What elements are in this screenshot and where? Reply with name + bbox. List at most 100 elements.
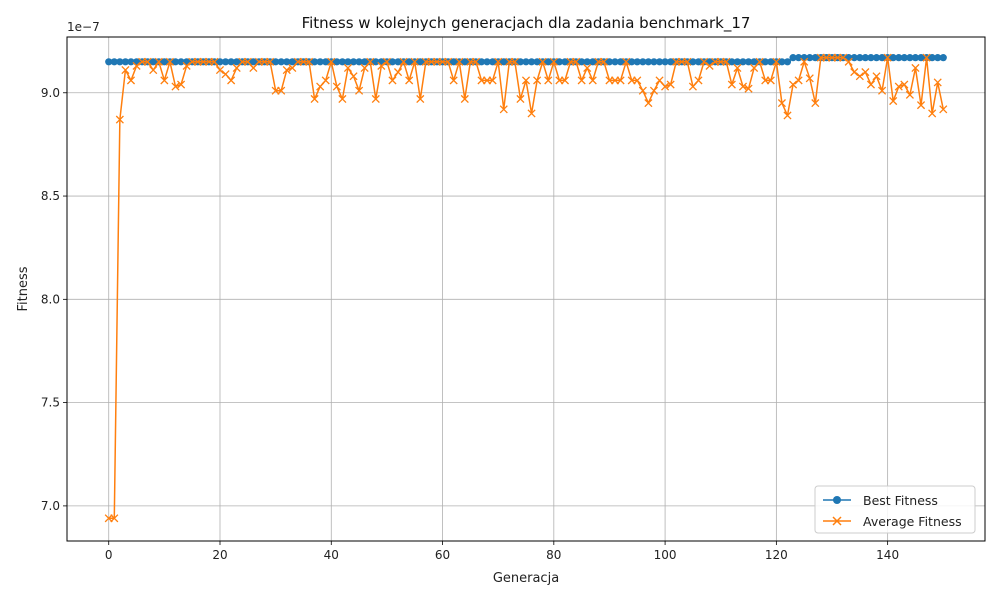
average-fitness-point [160,76,169,85]
average-fitness-point [788,80,798,89]
y-tick-label: 9.0 [41,86,60,100]
x-tick-label: 140 [876,548,899,562]
best-fitness-point [655,58,664,66]
y-axis-label: Fitness [16,266,31,311]
best-fitness-point [322,58,330,66]
average-fitness-point [633,76,642,85]
best-fitness-point [616,58,625,66]
best-fitness-point [661,58,669,66]
average-fitness-point [215,65,225,75]
average-fitness-point [649,86,659,95]
average-fitness-point [266,57,275,66]
legend: Best Fitness Average Fitness [814,485,976,534]
best-fitness-point [171,58,180,66]
average-fitness-point [544,76,553,85]
average-fitness-point [332,82,341,91]
best-fitness-point [744,58,753,66]
average-fitness-point [126,76,136,85]
best-fitness-point [272,58,280,66]
best-fitness-point [288,58,296,66]
legend-best-marker [833,496,841,504]
average-fitness-point [310,94,319,104]
best-fitness-point [889,54,897,62]
average-fitness-point [399,57,408,66]
best-fitness-point [739,58,747,66]
best-fitness-point [628,58,636,66]
legend-box [814,485,976,534]
average-fitness-point [382,57,391,66]
average-fitness-point [510,57,519,66]
average-fitness-point [622,57,631,66]
average-fitness-point [883,53,892,62]
legend-best-label: Best Fitness [863,493,938,508]
average-fitness-point [210,57,219,66]
y-tick-label: 7.0 [41,499,60,513]
average-fitness-point [304,57,314,66]
average-fitness-point [227,76,236,85]
best-fitness-point [361,58,369,66]
best-fitness-point [116,58,124,66]
average-fitness-point [644,99,653,108]
best-fitness-point [316,58,324,66]
average-fitness-point [132,61,141,70]
average-fitness-point [549,57,558,66]
average-fitness-point [577,76,586,85]
average-fitness-point [349,72,358,81]
x-axis-label: Generacja [493,571,559,586]
average-fitness-point [516,94,525,104]
chart-title: Fitness w kolejnych generacjach dla zada… [302,14,751,33]
best-fitness-point [249,58,257,66]
average-fitness-point [878,86,887,95]
average-fitness-point [727,80,736,89]
average-fitness-point [355,86,364,95]
x-tick-label: 120 [765,548,788,562]
average-fitness-point [844,57,853,66]
average-fitness-point [149,65,158,75]
average-fitness-point [889,96,898,106]
best-fitness-point [589,58,597,66]
average-fitness-point [705,61,714,70]
average-fitness-point [527,109,536,118]
best-fitness-point [895,54,903,62]
average-fitness-point [616,76,625,85]
legend-avg-label: Average Fitness [863,514,962,529]
best-fitness-point [928,54,936,62]
average-fitness-point [410,57,419,66]
series-layer [104,53,948,523]
average-fitness-point [176,80,186,89]
best-fitness-point [522,58,530,66]
average-fitness-point [110,514,119,523]
best-fitness-point [761,58,769,66]
y-tick-label: 7.5 [41,396,60,410]
average-fitness-point [371,94,380,104]
best-fitness-point [149,58,157,66]
best-fitness-point [110,58,118,66]
average-fitness-point [393,68,403,77]
average-fitness-point [839,53,848,62]
average-fitness-point [121,65,130,75]
best-fitness-point [344,58,352,66]
average-fitness-point [744,84,753,93]
average-fitness-point [460,94,469,104]
average-fitness-point [449,76,458,85]
average-fitness-point [872,72,881,81]
best-fitness-point [544,58,552,66]
best-fitness-point [795,54,803,62]
best-fitness-point [561,58,569,66]
average-fitness-point [755,57,764,66]
best-fitness-point [349,58,358,66]
best-fitness-point [767,58,775,66]
average-fitness-point [321,76,330,85]
average-fitness-point [154,57,163,66]
x-tick-label: 0 [105,548,113,562]
best-fitness-point [533,58,541,66]
average-fitness-point [143,57,152,66]
average-fitness-point [583,63,592,73]
y-tick-label: 8.5 [41,189,60,203]
average-fitness-point [343,63,353,73]
best-fitness-point [861,54,869,62]
best-fitness-point [461,58,469,66]
best-fitness-point [121,58,130,66]
best-fitness-point [850,54,858,62]
